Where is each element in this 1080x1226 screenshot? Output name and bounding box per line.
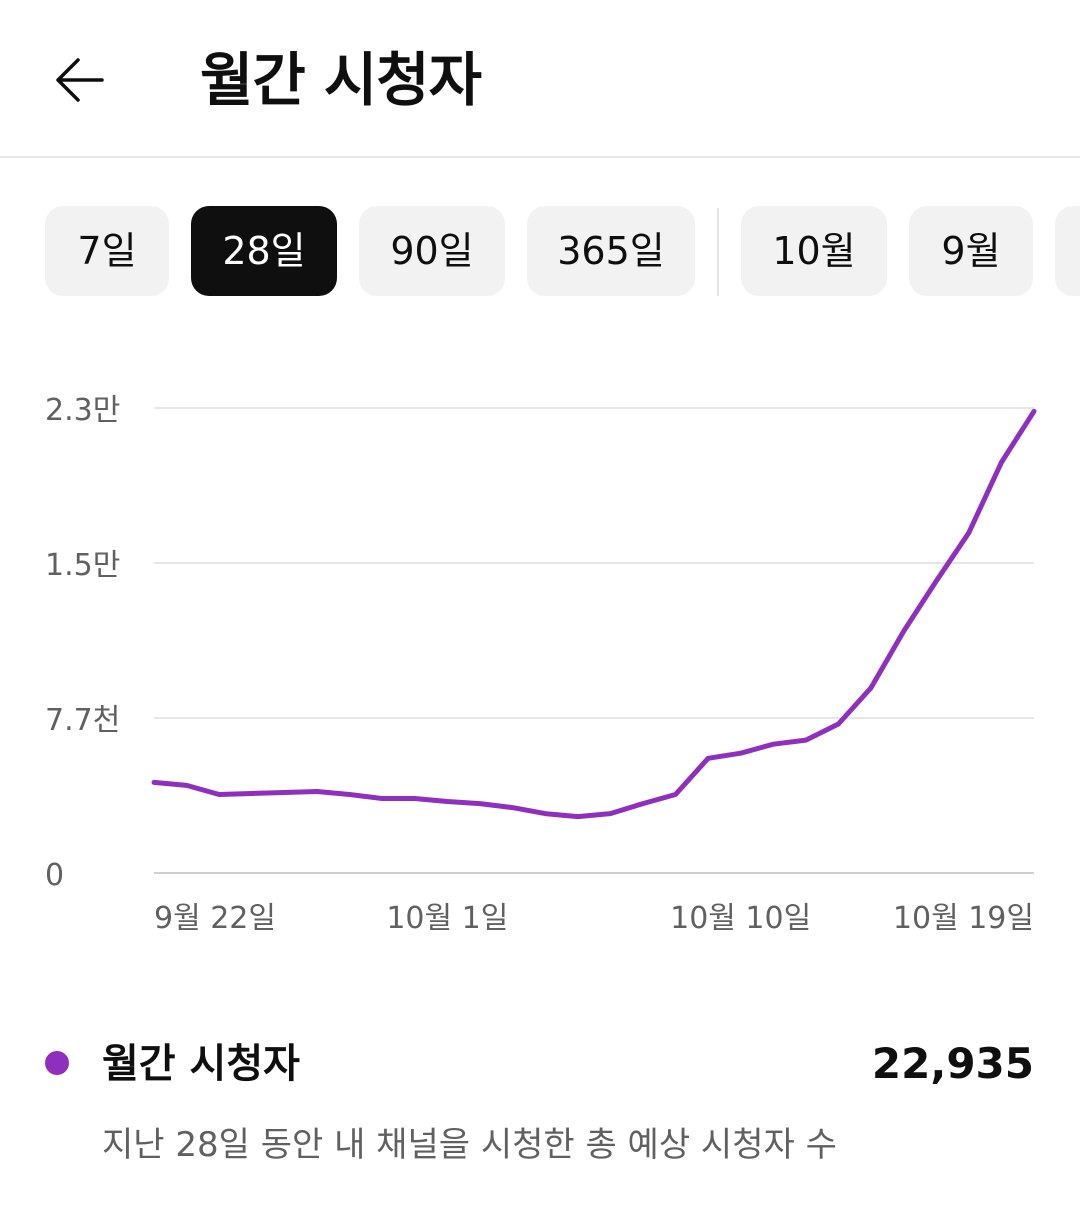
page-title: 월간 시청자 — [200, 46, 482, 114]
y-tick-label: 7.7천 — [45, 703, 120, 738]
y-tick-label: 0 — [45, 858, 64, 893]
period-filter-chips: 7일 28일 90일 365일 10월 9월 — [0, 206, 1080, 298]
x-tick-label: 10월 19일 — [893, 901, 1034, 936]
chip-28-days[interactable]: 28일 — [191, 206, 337, 296]
legend-series-value: 22,935 — [871, 1039, 1034, 1088]
chip-september[interactable]: 9월 — [909, 206, 1033, 296]
line-chart: 0 7.7천 1.5만 2.3만 9월 22일 10월 1일 10월 10일 10월 19일 — [0, 380, 1080, 950]
chip-365-days[interactable]: 365일 — [527, 206, 695, 296]
chip-90-days[interactable]: 90일 — [359, 206, 505, 296]
chart-svg: 0 7.7천 1.5만 2.3만 9월 22일 10월 1일 10월 10일 10월 19일 — [45, 393, 1037, 936]
y-tick-label: 1.5만 — [45, 548, 120, 583]
chip-more[interactable] — [1055, 206, 1080, 296]
app-header: 월간 시청자 — [0, 0, 1080, 158]
legend-series-name: 월간 시청자 — [102, 1041, 300, 1087]
chip-divider — [717, 208, 719, 296]
x-tick-label: 9월 22일 — [154, 901, 276, 936]
x-tick-label: 10월 10일 — [670, 901, 811, 936]
y-tick-label: 2.3만 — [45, 393, 120, 428]
series-line — [151, 408, 1037, 820]
arrow-left-icon — [56, 58, 104, 102]
legend-description: 지난 28일 동안 내 채널을 시청한 총 예상 시청자 수 — [102, 1125, 837, 1165]
back-button[interactable] — [40, 44, 120, 116]
x-tick-label: 10월 1일 — [386, 901, 508, 936]
chip-7-days[interactable]: 7일 — [45, 206, 169, 296]
chip-october[interactable]: 10월 — [741, 206, 887, 296]
legend-color-dot — [45, 1051, 69, 1075]
